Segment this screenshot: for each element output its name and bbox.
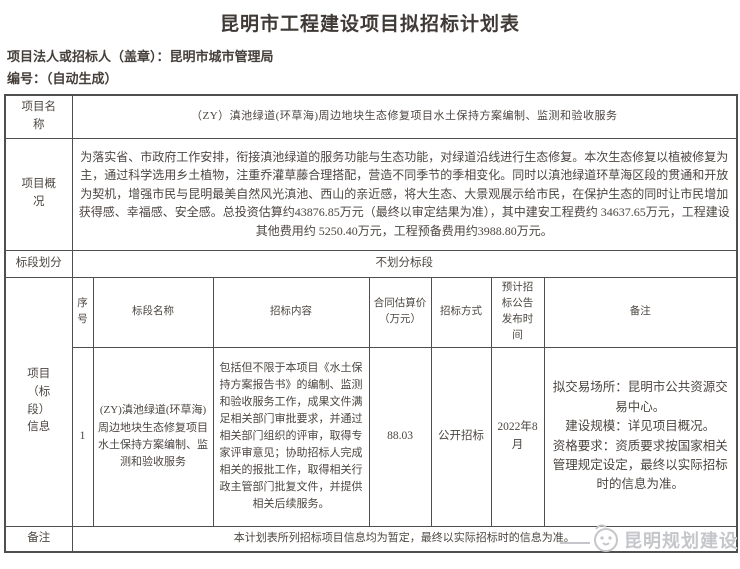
cell-bid-method: 公开招标 bbox=[430, 346, 492, 527]
cell-bid-content: 包括但不限于本项目《水土保持方案报告书》的编制、监测和验收服务工作，成果文件满足… bbox=[212, 346, 370, 527]
table-row: 标段划分 不划分标段 bbox=[4, 249, 738, 278]
cell-seq-no: 1 bbox=[71, 346, 94, 527]
cell-section-name: (ZY)滇池绿道(环草海)周边地块生态修复项目水土保持方案编制、监测和验收服务 bbox=[92, 346, 214, 527]
serial-number-line: 编号：（自动生成） bbox=[7, 71, 118, 86]
note-label: 备注 bbox=[4, 525, 73, 553]
project-name-value: （ZY）滇池绿道(环草海)周边地块生态修复项目水土保持方案编制、监测和验收服务 bbox=[71, 94, 738, 139]
section-division-value: 不划分标段 bbox=[71, 249, 738, 278]
mascot-face-icon bbox=[590, 519, 622, 555]
header-bid-method: 招标方式 bbox=[430, 276, 492, 348]
table-data-row: 1 (ZY)滇池绿道(环草海)周边地块生态修复项目水土保持方案编制、监测和验收服… bbox=[5, 346, 738, 527]
project-overview-label: 项目概 况 bbox=[4, 137, 73, 251]
section-division-label: 标段划分 bbox=[4, 249, 73, 278]
project-name-label: 项目名 称 bbox=[4, 94, 73, 139]
note-value: 本计划表所列招标项目信息均为暂定，最终以实际招标时的信息为准。 bbox=[71, 525, 738, 553]
page-title: 昆明市工程建设项目拟招标计划表 bbox=[219, 14, 520, 35]
table-row: 项目概 况 为落实省、市政府工作安排，衔接滇池绿道的服务功能与生态功能，对绿道沿… bbox=[4, 137, 738, 251]
header-section-name: 标段名称 bbox=[92, 276, 214, 348]
header-announce-time: 预计招 标公告 发布时 间 bbox=[490, 276, 545, 348]
table-header-row: 项目 （标 段） 信息 序 号 标段名称 招标内容 合同估算价 （万元） 招标方… bbox=[4, 276, 738, 527]
bidding-plan-table: 项目名 称 （ZY）滇池绿道(环草海)周边地块生态修复项目水土保持方案编制、监测… bbox=[4, 94, 739, 554]
watermark-text: 昆明规划建设 bbox=[624, 531, 738, 551]
cell-contract-estimate: 88.03 bbox=[368, 346, 432, 527]
header-bid-content: 招标内容 bbox=[212, 276, 370, 348]
watermark-dash bbox=[560, 542, 590, 544]
table-row: 备注 本计划表所列招标项目信息均为暂定，最终以实际招标时的信息为准。 bbox=[4, 525, 738, 553]
header-seq-no: 序 号 bbox=[71, 276, 94, 348]
legal-person-line: 项目法人或招标人（盖章）：昆明市城市管理局 bbox=[7, 49, 274, 64]
header-remark: 备注 bbox=[543, 276, 738, 348]
cell-remark: 拟交易场所：昆明市公共资源交易中心。 建设规模：详见项目概况。 资格要求：资质要… bbox=[543, 346, 738, 527]
project-section-info-label: 项目 （标 段） 信息 bbox=[4, 276, 73, 527]
watermark: 昆明规划建设 bbox=[560, 519, 738, 555]
project-overview-value: 为落实省、市政府工作安排，衔接滇池绿道的服务功能与生态功能，对绿道沿线进行生态修… bbox=[71, 137, 738, 251]
table-row: 项目名 称 （ZY）滇池绿道(环草海)周边地块生态修复项目水土保持方案编制、监测… bbox=[4, 94, 738, 139]
header-contract-estimate: 合同估算价 （万元） bbox=[368, 276, 432, 348]
cell-announce-time: 2022年8 月 bbox=[490, 346, 545, 527]
